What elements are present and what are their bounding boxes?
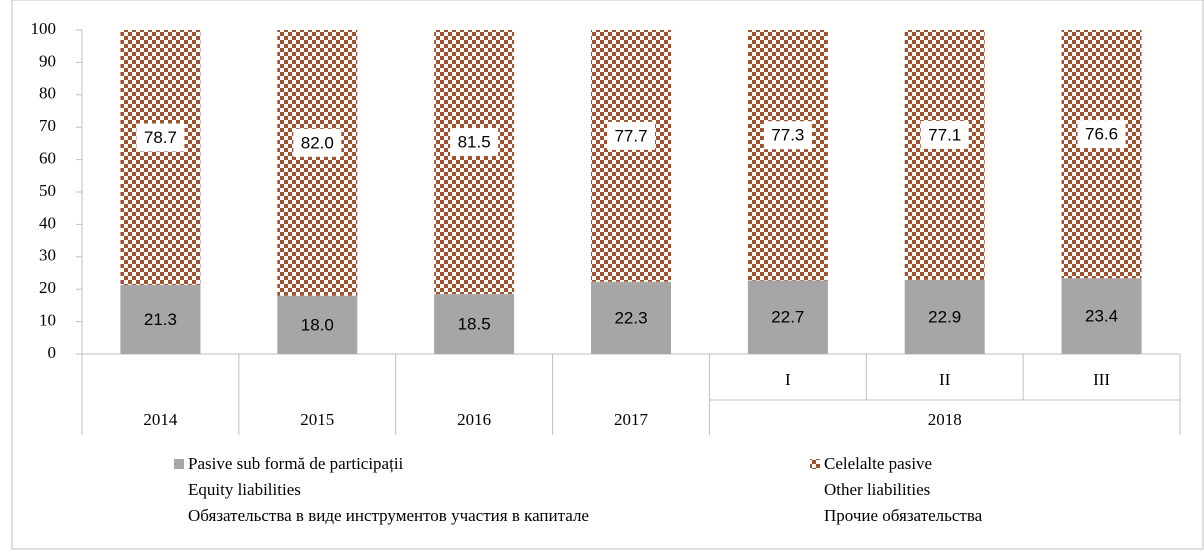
value-label-box (1077, 120, 1126, 149)
value-label: 22.7 (771, 308, 804, 327)
legend-swatch (810, 459, 820, 469)
y-tick-label: 30 (39, 246, 56, 265)
x-tick-label: I (785, 370, 791, 389)
bar-segment (434, 30, 515, 295)
value-label: 18.5 (458, 315, 491, 334)
bar-segment (1061, 278, 1142, 354)
bar-segment (747, 280, 828, 354)
y-tick-label: 80 (39, 84, 56, 103)
y-tick-label: 40 (39, 213, 56, 232)
group-label: 2018 (928, 410, 962, 429)
bar-segment (747, 30, 828, 281)
bar-segment (904, 279, 985, 354)
bar-segment (591, 30, 671, 282)
y-tick-label: 0 (48, 343, 57, 362)
bar-segment (1061, 30, 1142, 279)
value-label: 18.0 (301, 315, 334, 334)
y-tick-label: 20 (39, 278, 56, 297)
bar-segment (120, 30, 201, 285)
value-label: 22.9 (928, 307, 961, 326)
value-label: 82.0 (301, 133, 334, 152)
x-tick-label: 2017 (614, 410, 649, 429)
x-tick-label: 2014 (143, 410, 178, 429)
legend-label: Обязательства в виде инструментов участи… (188, 506, 589, 525)
bar-segment (277, 295, 358, 354)
value-label: 81.5 (458, 133, 491, 152)
value-label: 22.3 (614, 308, 647, 327)
bar-segment (120, 284, 201, 354)
y-tick-label: 60 (39, 149, 56, 168)
value-label: 78.7 (144, 128, 177, 147)
value-label: 23.4 (1085, 307, 1118, 326)
value-label-box (920, 120, 969, 149)
x-tick-label: 2016 (457, 410, 491, 429)
y-tick-label: 100 (31, 19, 57, 38)
legend-label: Pasive sub formă de participații (188, 454, 404, 473)
legend-label: Прочие обязательства (824, 506, 983, 525)
y-tick-label: 70 (39, 116, 56, 135)
bar-segment (434, 294, 515, 354)
value-label-box (450, 128, 499, 157)
legend-swatch (174, 459, 184, 469)
value-label: 77.3 (771, 126, 804, 145)
value-label-box (293, 128, 342, 157)
value-label-box (763, 121, 812, 150)
legend-label: Other liabilities (824, 480, 930, 499)
y-tick-label: 50 (39, 181, 56, 200)
value-label: 76.6 (1085, 125, 1118, 144)
value-label: 77.1 (928, 125, 961, 144)
value-label-box (136, 123, 185, 152)
legend-label: Celelalte pasive (824, 454, 932, 473)
chart-frame (11, 0, 1204, 550)
legend-label: Equity liabilities (188, 480, 301, 499)
x-tick-label: III (1093, 370, 1110, 389)
bar-segment (591, 281, 671, 354)
y-tick-label: 10 (39, 311, 56, 330)
value-label: 21.3 (144, 310, 177, 329)
bar-segment (277, 30, 358, 296)
y-tick-label: 90 (39, 51, 56, 70)
x-tick-label: 2015 (300, 410, 334, 429)
value-label: 77.7 (614, 126, 647, 145)
value-label-box (607, 121, 655, 150)
bar-segment (904, 30, 985, 280)
x-tick-label: II (939, 370, 951, 389)
